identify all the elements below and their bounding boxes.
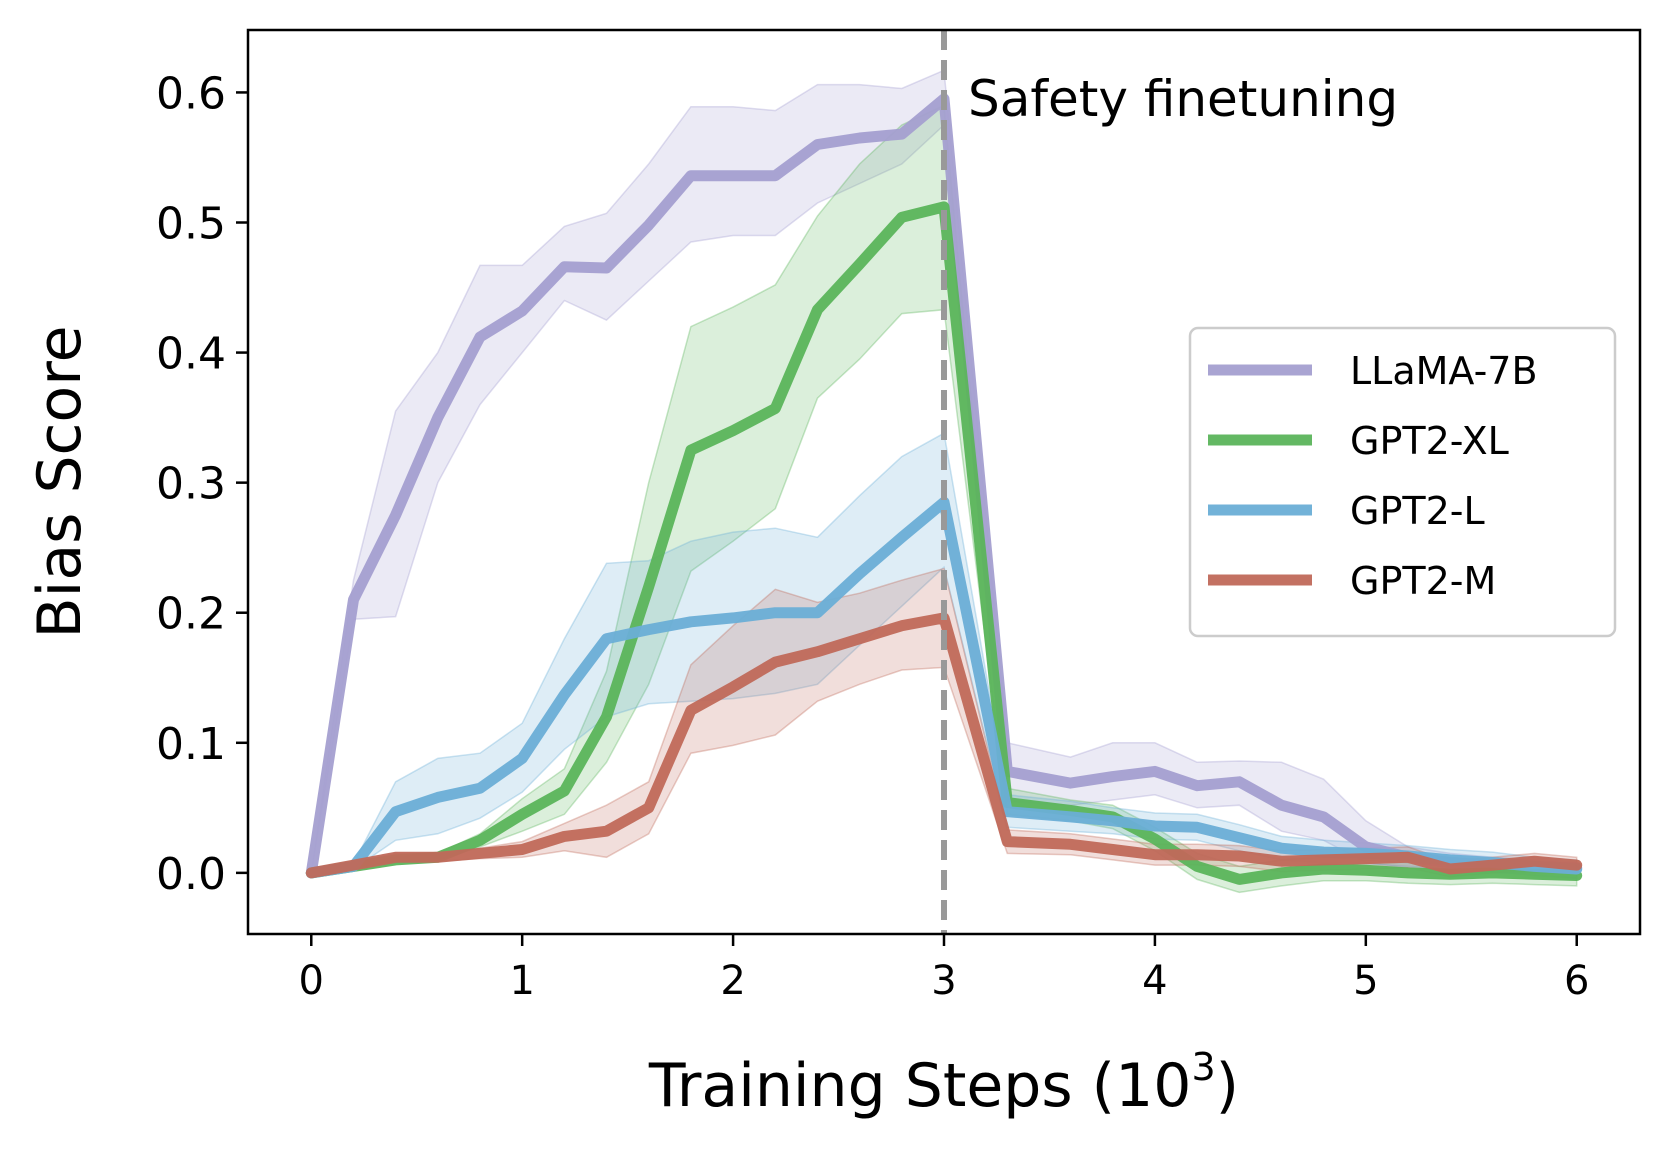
legend-label-gpt2-xl: GPT2-XL — [1350, 419, 1509, 463]
y-tick-label: 0.6 — [156, 68, 226, 119]
x-tick-label: 5 — [1353, 958, 1378, 1004]
x-tick-label: 3 — [931, 958, 956, 1004]
y-tick-label: 0.5 — [156, 199, 226, 250]
legend-items: LLaMA-7B GPT2-XL GPT2-L GPT2-M — [1208, 349, 1538, 603]
x-axis-title-main: Training Steps (10 — [648, 1051, 1192, 1121]
x-axis-title-close: ) — [1216, 1051, 1239, 1121]
line-gpt2-m — [305, 612, 1583, 879]
legend: LLaMA-7B GPT2-XL GPT2-L GPT2-M — [1188, 326, 1617, 638]
x-tick-label: 0 — [299, 958, 324, 1004]
legend-label-gpt2-l: GPT2-L — [1350, 489, 1485, 533]
x-tick-label: 2 — [720, 958, 745, 1004]
legend-label-gpt2-m: GPT2-M — [1350, 559, 1496, 603]
legend-box — [1188, 326, 1617, 638]
line-gpt2-xl — [305, 201, 1583, 885]
y-axis-title: Bias Score — [25, 326, 95, 639]
x-tick-label: 1 — [509, 958, 534, 1004]
y-axis-ticks: 0.0 0.1 0.2 0.3 0.4 0.5 0.6 — [156, 68, 248, 900]
y-tick-label: 0.3 — [156, 459, 226, 510]
x-axis-ticks: 0 1 2 3 4 5 6 — [299, 934, 1589, 1004]
x-axis-title-superscript: 3 — [1191, 1045, 1215, 1089]
y-tick-label: 0.1 — [156, 719, 226, 770]
y-tick-label: 0.2 — [156, 589, 226, 640]
x-tick-label: 6 — [1564, 958, 1589, 1004]
y-tick-label: 0.0 — [156, 849, 226, 900]
x-tick-label: 4 — [1142, 958, 1167, 1004]
legend-label-llama-7b: LLaMA-7B — [1350, 349, 1538, 393]
safety-finetuning-label: Safety finetuning — [968, 70, 1398, 128]
x-axis-title: Training Steps (103) — [648, 1045, 1239, 1121]
y-tick-label: 0.4 — [156, 329, 226, 380]
series-lines — [305, 93, 1583, 885]
